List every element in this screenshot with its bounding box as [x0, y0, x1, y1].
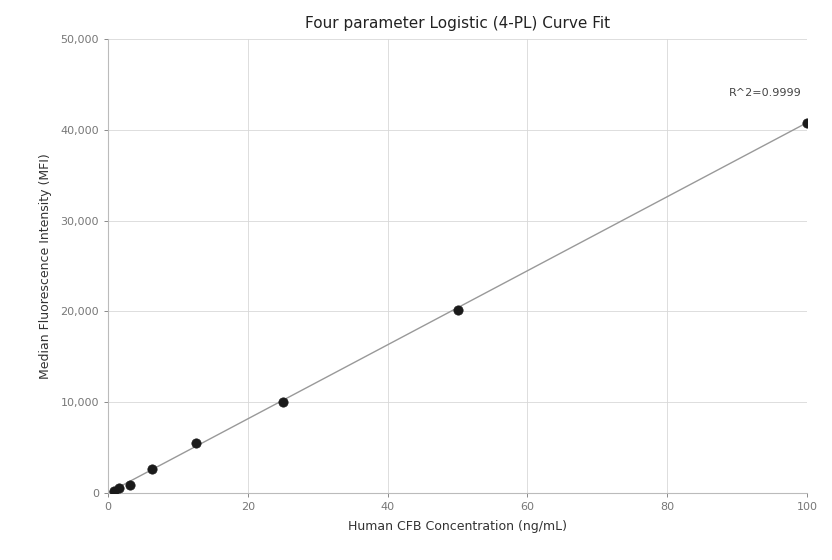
Point: [451, 305, 464, 314]
Title: Four parameter Logistic (4-PL) Curve Fit: Four parameter Logistic (4-PL) Curve Fit: [305, 16, 610, 31]
Point: [107, 487, 121, 496]
Point: [276, 398, 290, 407]
Text: R^2=0.9999: R^2=0.9999: [729, 88, 801, 98]
X-axis label: Human CFB Concentration (ng/mL): Human CFB Concentration (ng/mL): [348, 520, 567, 533]
Point: [800, 118, 814, 127]
Point: [112, 484, 126, 493]
Y-axis label: Median Fluorescence Intensity (MFI): Median Fluorescence Intensity (MFI): [39, 153, 52, 379]
Point: [146, 465, 159, 474]
Point: [123, 480, 136, 489]
Point: [189, 438, 202, 447]
